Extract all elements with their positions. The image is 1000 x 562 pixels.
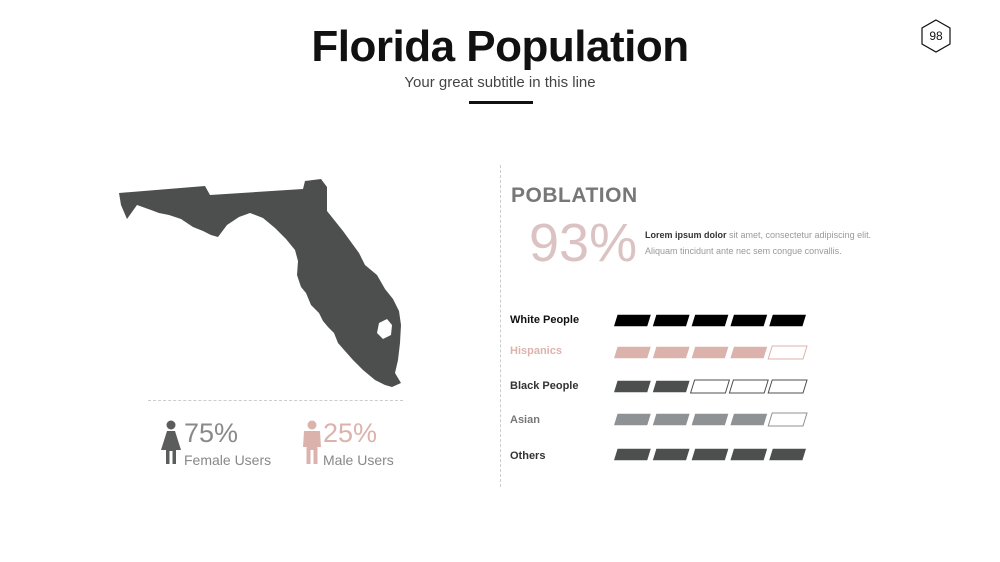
- florida-map: [119, 179, 401, 387]
- bar-segment-white-people-5: [767, 313, 809, 328]
- title-underline: [469, 101, 533, 104]
- bar-segment-white-people-3: [689, 313, 731, 328]
- bar-segment-others-2: [650, 447, 692, 462]
- bar-segment-others-3: [689, 447, 731, 462]
- bar-segment-white-people-4: [728, 313, 770, 328]
- bar-label-hispanics: Hispanics: [510, 345, 562, 357]
- bar-segment-others-4: [728, 447, 770, 462]
- bar-segment-black-people-5: [767, 379, 808, 394]
- female-percent: 75%: [184, 418, 239, 448]
- bar-segment-hispanics-3: [689, 345, 731, 360]
- bar-segment-black-people-3: [689, 379, 731, 394]
- female-person-icon: [161, 420, 181, 464]
- vertical-divider: [500, 165, 501, 487]
- bar-label-asian: Asian: [510, 414, 540, 426]
- population-heading: POBLATION: [511, 184, 638, 207]
- bar-segment-hispanics-5: [767, 345, 808, 360]
- description-text: sit amet, consectetur adipiscing elit. A…: [645, 230, 872, 256]
- hexagon-icon: [921, 19, 951, 53]
- bar-segment-asian-2: [650, 412, 692, 427]
- population-percent: 93%: [529, 213, 638, 273]
- bar-segment-hispanics-2: [650, 345, 692, 360]
- bar-segment-asian-5: [767, 412, 808, 427]
- bar-label-white-people: White People: [510, 314, 580, 326]
- male-percent: 25%: [323, 418, 378, 448]
- bar-label-others: Others: [510, 450, 546, 462]
- map-divider: [148, 400, 403, 401]
- population-bar-chart: [611, 313, 809, 462]
- population-description: Lorem ipsum dolor sit amet, consectetur …: [645, 227, 895, 259]
- page-number: 98: [929, 29, 943, 43]
- description-bold: Lorem ipsum dolor: [645, 230, 727, 240]
- lake-okeechobee: [377, 319, 392, 339]
- bar-segment-asian-4: [728, 412, 770, 427]
- female-label: Female Users: [184, 452, 272, 468]
- male-label: Male Users: [323, 452, 394, 468]
- bar-segment-hispanics-1: [611, 345, 653, 360]
- bar-segment-others-1: [611, 447, 653, 462]
- slide-title: Florida Population: [311, 22, 689, 71]
- bar-segment-white-people-2: [650, 313, 692, 328]
- slide-subtitle: Your great subtitle in this line: [404, 74, 596, 91]
- bar-segment-white-people-1: [611, 313, 653, 328]
- bar-segment-black-people-4: [728, 379, 769, 394]
- bar-label-black-people: Black People: [510, 380, 579, 392]
- bar-segment-others-5: [767, 447, 809, 462]
- male-person-icon: [303, 420, 321, 464]
- bar-segment-asian-1: [611, 412, 653, 427]
- bar-segment-hispanics-4: [728, 345, 770, 360]
- florida-shape: [119, 179, 401, 387]
- bar-segment-black-people-1: [611, 379, 653, 394]
- bar-segment-asian-3: [689, 412, 731, 427]
- page-number-badge: 98: [921, 19, 951, 53]
- bar-segment-black-people-2: [650, 379, 692, 394]
